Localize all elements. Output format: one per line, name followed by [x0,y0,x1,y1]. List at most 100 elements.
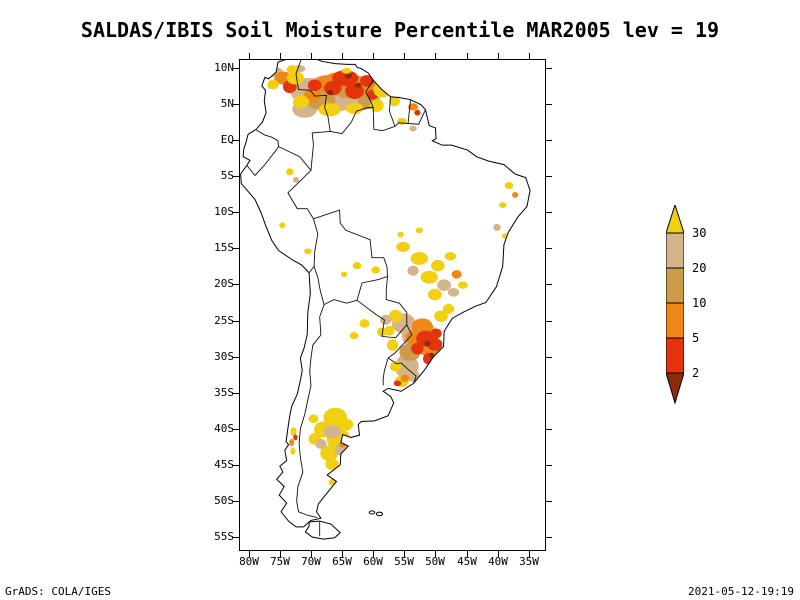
soil-moisture-patch [380,314,392,325]
lon-tick-label: 40W [488,555,508,568]
lat-tick-mark [233,393,239,394]
lat-tick-label: 50S [214,494,234,507]
colorbar-segment-p2_5 [666,337,684,374]
lon-tick-mark [373,53,374,59]
soil-moisture-patch [457,281,468,289]
colorbar-boundary-label: 10 [692,296,707,310]
soil-moisture-patch [512,192,519,198]
soil-moisture-patch [323,425,341,439]
lat-tick-label: 20S [214,277,234,290]
soil-moisture-patch [396,117,407,125]
soil-moisture-patch [349,332,359,340]
lat-tick-label: 25S [214,314,234,327]
soil-moisture-patch [307,79,322,92]
lon-tick-mark [498,53,499,59]
lon-tick-mark [373,551,374,557]
soil-moisture-patch [352,262,362,270]
soil-moisture-patch [290,447,296,455]
tierra-del-fuego-path [305,521,340,539]
lat-tick-mark [546,393,552,394]
lat-tick-mark [546,104,552,105]
lon-tick-mark [467,551,468,557]
lat-tick-label: 5N [220,97,234,110]
soil-moisture-patch [397,231,404,238]
lat-tick-label: 10S [214,205,234,218]
soil-moisture-patch [388,309,403,323]
soil-moisture-patch [386,339,399,351]
lat-tick-mark [546,248,552,249]
soil-moisture-patch [345,102,364,115]
soil-moisture-patch [292,95,310,109]
soil-moisture-patch [420,270,438,284]
lon-tick-label: 50W [425,555,445,568]
lat-tick-mark [233,501,239,502]
soil-moisture-patches [267,65,519,486]
lat-tick-label: 55S [214,530,234,543]
soil-moisture-patch [437,279,452,291]
colorbar-triangle-above30 [666,205,684,234]
colorbar-segment-p10_20 [666,267,684,304]
grads-credit: GrADS: COLA/IGES [5,585,111,598]
lat-tick-label: 15S [214,241,234,254]
lon-tick-mark [435,53,436,59]
lon-tick-label: 45W [457,555,477,568]
country-borders-path [247,60,426,536]
lat-tick-mark [233,140,239,141]
soil-moisture-patch [429,352,435,358]
soil-moisture-patch [304,248,312,255]
soil-moisture-patch [407,265,419,276]
lon-tick-mark [404,53,405,59]
soil-moisture-patch [396,241,410,252]
soil-moisture-patch [292,176,300,183]
lat-tick-mark [233,537,239,538]
soil-moisture-patch [415,227,424,234]
soil-moisture-patch [504,181,514,190]
soil-moisture-patch [411,342,424,355]
lon-tick-mark [467,53,468,59]
colorbar-segment-p20_30 [666,232,684,269]
lon-tick-label: 75W [270,555,290,568]
colorbar-segment-p5_10 [666,302,684,339]
soil-moisture-patch [290,427,297,436]
south-america-map [240,60,545,550]
lat-tick-mark [233,284,239,285]
lon-tick-mark [342,551,343,557]
soil-moisture-patch [434,310,448,322]
coastline-path [241,60,530,527]
lon-tick-label: 65W [332,555,352,568]
soil-moisture-patch [388,96,400,107]
soil-moisture-patch [406,370,420,382]
colorbar-boundary-label: 2 [692,366,700,380]
soil-moisture-patch [424,340,431,347]
soil-moisture-patch [408,103,419,111]
soil-moisture-patch [308,414,319,423]
plot-title: SALDAS/IBIS Soil Moisture Percentile MAR… [80,18,720,42]
soil-moisture-patch [390,361,402,372]
soil-moisture-patch [430,328,442,339]
lat-tick-mark [546,465,552,466]
lon-tick-mark [311,53,312,59]
lat-tick-label: 10N [214,61,234,74]
lat-tick-mark [546,429,552,430]
lon-tick-label: 80W [239,555,259,568]
soil-moisture-patch [427,337,443,351]
soil-moisture-patch [410,251,428,265]
soil-moisture-patch [442,303,455,315]
soil-moisture-patch [340,271,348,278]
colorbar-boundary-label: 30 [692,226,707,240]
creation-timestamp: 2021-05-12-19:19 [688,585,794,598]
soil-moisture-patch [400,374,410,382]
soil-moisture-patch [498,202,507,208]
soil-moisture-patch [431,259,445,272]
soil-moisture-patch [360,75,374,87]
soil-moisture-patch [376,327,387,337]
soil-moisture-patch [371,266,381,274]
colorbar-boundary-label: 5 [692,331,700,345]
soil-moisture-patch [347,453,354,460]
lat-tick-mark [546,537,552,538]
lon-tick-label: 35W [519,555,539,568]
colorbar [666,205,684,405]
soil-moisture-patch [444,251,456,261]
soil-moisture-patch [289,438,295,447]
lat-tick-mark [233,176,239,177]
